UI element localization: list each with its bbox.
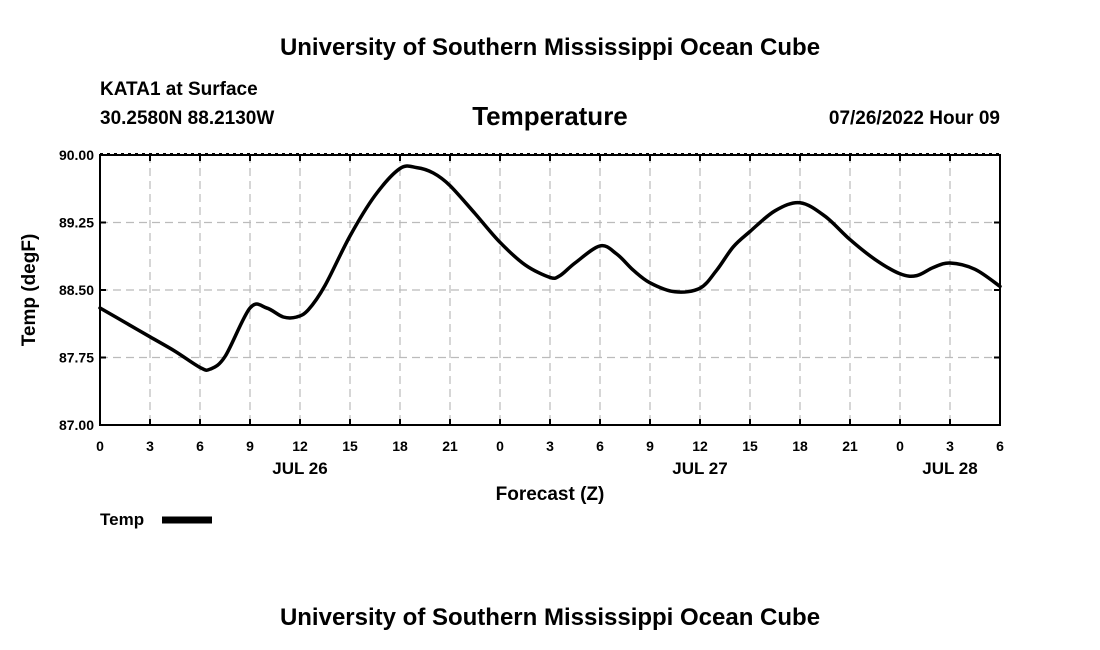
y-tick-label: 87.75 bbox=[59, 350, 94, 366]
x-tick-label: 3 bbox=[946, 438, 954, 454]
x-tick-label: 18 bbox=[392, 438, 408, 454]
legend-label: Temp bbox=[100, 510, 144, 529]
day-label: JUL 28 bbox=[922, 459, 977, 478]
x-tick-label: 21 bbox=[442, 438, 458, 454]
x-tick-label: 15 bbox=[742, 438, 758, 454]
y-tick-label: 87.00 bbox=[59, 417, 94, 433]
x-tick-label: 0 bbox=[896, 438, 904, 454]
day-label: JUL 27 bbox=[672, 459, 727, 478]
x-tick-label: 0 bbox=[496, 438, 504, 454]
station-label: KATA1 at Surface bbox=[100, 79, 258, 100]
series-line-temp bbox=[98, 164, 1002, 372]
x-tick-label: 9 bbox=[246, 438, 254, 454]
day-label: JUL 26 bbox=[272, 459, 327, 478]
x-axis-ticks: 0 3 6 9 12 15 18 21 0 3 6 9 12 15 18 21 0 3 6 bbox=[96, 155, 1004, 454]
x-tick-label: 15 bbox=[342, 438, 358, 454]
x-tick-label: 0 bbox=[96, 438, 104, 454]
x-tick-label: 6 bbox=[596, 438, 604, 454]
timestamp-label: 07/26/2022 Hour 09 bbox=[829, 108, 1000, 129]
x-tick-label: 12 bbox=[692, 438, 708, 454]
x-axis-label: Forecast (Z) bbox=[496, 484, 605, 505]
x-tick-label: 6 bbox=[196, 438, 204, 454]
y-axis-label: Temp (degF) bbox=[19, 234, 40, 347]
x-tick-label: 12 bbox=[292, 438, 308, 454]
x-tick-label: 3 bbox=[546, 438, 554, 454]
y-tick-label: 88.50 bbox=[59, 282, 94, 298]
top-title: University of Southern Mississippi Ocean… bbox=[280, 34, 820, 61]
bottom-title: University of Southern Mississippi Ocean… bbox=[280, 604, 820, 631]
plot-frame bbox=[99, 154, 1001, 426]
y-tick-label: 89.25 bbox=[59, 215, 94, 231]
legend: Temp bbox=[100, 510, 212, 529]
x-tick-label: 18 bbox=[792, 438, 808, 454]
x-tick-label: 9 bbox=[646, 438, 654, 454]
x-tick-label: 3 bbox=[146, 438, 154, 454]
x-tick-label: 21 bbox=[842, 438, 858, 454]
y-tick-label: 90.00 bbox=[59, 147, 94, 163]
x-tick-label: 6 bbox=[996, 438, 1004, 454]
x-axis-day-labels: JUL 26 JUL 27 JUL 28 bbox=[272, 459, 977, 478]
chart-title: Temperature bbox=[472, 101, 628, 131]
coords-label: 30.2580N 88.2130W bbox=[100, 108, 274, 129]
